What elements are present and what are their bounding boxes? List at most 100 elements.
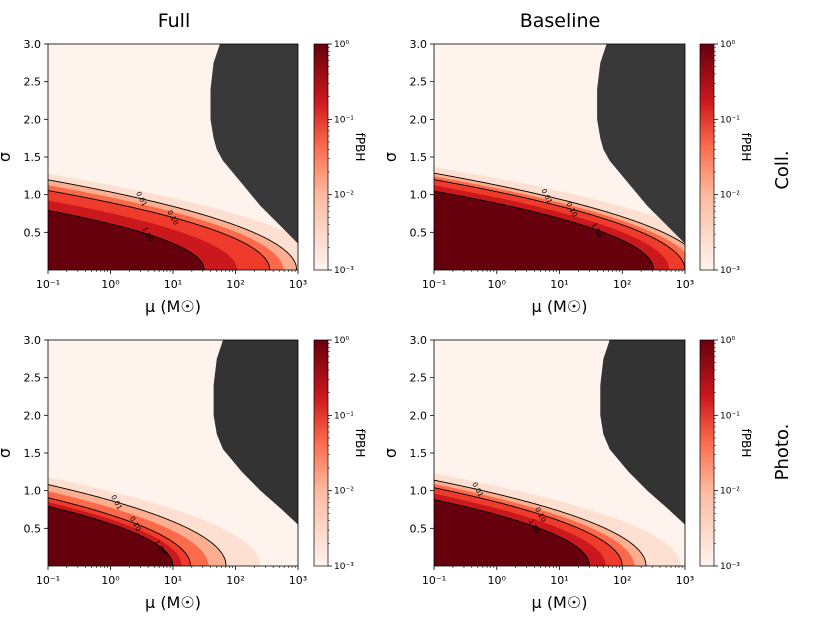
y-tick-label: 0.5 bbox=[410, 522, 428, 535]
band-1.00 bbox=[48, 506, 298, 566]
colorbar-tick-label: 10⁰ bbox=[334, 40, 349, 50]
band-1.00 bbox=[434, 499, 685, 566]
y-tick-label: 3.0 bbox=[24, 334, 42, 347]
x-tick-label: 10¹ bbox=[550, 278, 568, 291]
colorbar-tick-label: 10⁰ bbox=[720, 40, 735, 50]
row-label-photo: Photo. bbox=[772, 424, 793, 481]
x-tick-label: 10³ bbox=[676, 278, 694, 291]
x-tick-label: 10² bbox=[226, 574, 244, 587]
y-tick-label: 1.5 bbox=[24, 151, 42, 164]
y-tick-label: 2.0 bbox=[24, 409, 42, 422]
y-tick-label: 2.5 bbox=[24, 76, 42, 89]
panel-2: 1.000.100.01 10⁻¹ 10⁰ 10¹ 10² 10³ 0.5 1.0 1.5 2.0… bbox=[0, 334, 367, 612]
colorbar-tick-label: 10⁻¹ bbox=[720, 411, 740, 421]
excluded-region bbox=[213, 340, 298, 525]
colorbar-tick-label: 10⁰ bbox=[334, 336, 349, 346]
colorbar-tick-label: 10⁻² bbox=[334, 191, 354, 201]
x-axis-label: μ (M☉) bbox=[145, 297, 201, 316]
x-tick-label: 10⁻¹ bbox=[422, 278, 446, 291]
contour-1.00 bbox=[434, 499, 591, 566]
y-tick-label: 2.0 bbox=[410, 409, 428, 422]
colorbar-tick-label: 10⁻¹ bbox=[334, 115, 354, 125]
x-tick-label: 10¹ bbox=[164, 574, 182, 587]
x-tick-label: 10⁻¹ bbox=[36, 574, 60, 587]
x-tick-label: 10³ bbox=[289, 574, 307, 587]
x-tick-label: 10⁰ bbox=[101, 278, 120, 291]
y-axis-label: σ bbox=[381, 448, 400, 458]
x-axis-label: μ (M☉) bbox=[532, 593, 588, 612]
x-axis-label: μ (M☉) bbox=[145, 593, 201, 612]
y-tick-label: 3.0 bbox=[410, 334, 428, 347]
colorbar-tick-label: 10⁻³ bbox=[334, 562, 354, 572]
x-tick-label: 10¹ bbox=[164, 278, 182, 291]
contour-0.01 bbox=[434, 479, 647, 566]
column-title-full: Full bbox=[158, 10, 191, 32]
y-axis-label: σ bbox=[0, 448, 14, 458]
y-tick-label: 2.0 bbox=[24, 113, 42, 126]
contour-0.01 bbox=[48, 484, 227, 566]
colorbar bbox=[699, 339, 715, 567]
contour-0.01 bbox=[48, 179, 298, 270]
plot-area: 1.000.100.01 bbox=[48, 44, 298, 270]
y-tick-label: 1.5 bbox=[410, 447, 428, 460]
y-tick-label: 1.0 bbox=[410, 485, 428, 498]
colorbar-label: fPBH bbox=[353, 429, 367, 458]
x-tick-label: 10² bbox=[613, 278, 631, 291]
y-axis-label: σ bbox=[381, 152, 400, 162]
contour-1.00 bbox=[434, 190, 655, 270]
colorbar-tick-label: 10⁻³ bbox=[720, 266, 740, 276]
x-tick-label: 10³ bbox=[289, 278, 307, 291]
y-tick-label: 1.0 bbox=[24, 485, 42, 498]
colorbar-tick-label: 10⁰ bbox=[720, 336, 735, 346]
colorbar-tick-label: 10⁻² bbox=[334, 487, 354, 497]
band-1.00 bbox=[434, 191, 685, 270]
colorbar-label: fPBH bbox=[353, 133, 367, 162]
x-tick-label: 10¹ bbox=[550, 574, 568, 587]
colorbar-label: fPBH bbox=[739, 133, 753, 162]
x-tick-label: 10³ bbox=[676, 574, 694, 587]
y-tick-label: 0.5 bbox=[24, 522, 42, 535]
excluded-region bbox=[597, 44, 685, 244]
y-tick-label: 1.0 bbox=[410, 189, 428, 202]
panels: 1.000.100.01 10⁻¹ 10⁰ 10¹ 10² 10³ 0.5 1.0 1.5 2.0… bbox=[0, 38, 753, 612]
colorbar-tick-label: 10⁻² bbox=[720, 191, 740, 201]
y-tick-label: 2.5 bbox=[24, 372, 42, 385]
contour-1.00 bbox=[48, 209, 205, 270]
colorbar-tick-label: 10⁻² bbox=[720, 487, 740, 497]
colorbar bbox=[313, 339, 329, 567]
y-tick-label: 2.0 bbox=[410, 113, 428, 126]
excluded-region bbox=[210, 44, 298, 244]
plot-area: 1.000.100.01 bbox=[48, 340, 298, 566]
colorbar bbox=[699, 43, 715, 271]
y-tick-label: 2.5 bbox=[410, 372, 428, 385]
colorbar bbox=[313, 43, 329, 271]
x-tick-label: 10² bbox=[613, 574, 631, 587]
column-title-baseline: Baseline bbox=[520, 10, 601, 32]
y-tick-label: 1.5 bbox=[24, 447, 42, 460]
y-tick-label: 3.0 bbox=[24, 38, 42, 51]
panel-0: 1.000.100.01 10⁻¹ 10⁰ 10¹ 10² 10³ 0.5 1.0 1.5 2.0… bbox=[0, 38, 367, 316]
y-tick-label: 3.0 bbox=[410, 38, 428, 51]
contour-0.10 bbox=[48, 190, 271, 270]
row-label-coll: Coll. bbox=[772, 150, 793, 189]
x-tick-label: 10⁻¹ bbox=[422, 574, 446, 587]
plot-area: 1.000.100.01 bbox=[434, 340, 685, 566]
x-axis-label: μ (M☉) bbox=[532, 297, 588, 316]
band-1.00 bbox=[48, 210, 298, 270]
contour-1.00 bbox=[48, 505, 174, 566]
plot-area: 1.000.100.01 bbox=[434, 44, 685, 270]
y-tick-label: 0.5 bbox=[410, 226, 428, 239]
panel-1: 1.000.100.01 10⁻¹ 10⁰ 10¹ 10² 10³ 0.5 1.0 1.5 2.0… bbox=[381, 38, 753, 316]
x-tick-label: 10⁰ bbox=[488, 574, 507, 587]
contour-0.10 bbox=[434, 179, 685, 270]
contour-0.10 bbox=[48, 497, 191, 566]
x-tick-label: 10² bbox=[226, 278, 244, 291]
colorbar-tick-label: 10⁻³ bbox=[720, 562, 740, 572]
colorbar-tick-label: 10⁻¹ bbox=[334, 411, 354, 421]
colorbar-tick-label: 10⁻³ bbox=[334, 266, 354, 276]
y-axis-label: σ bbox=[0, 152, 14, 162]
excluded-region bbox=[600, 340, 685, 525]
colorbar-tick-label: 10⁻¹ bbox=[720, 115, 740, 125]
y-tick-label: 1.5 bbox=[410, 151, 428, 164]
